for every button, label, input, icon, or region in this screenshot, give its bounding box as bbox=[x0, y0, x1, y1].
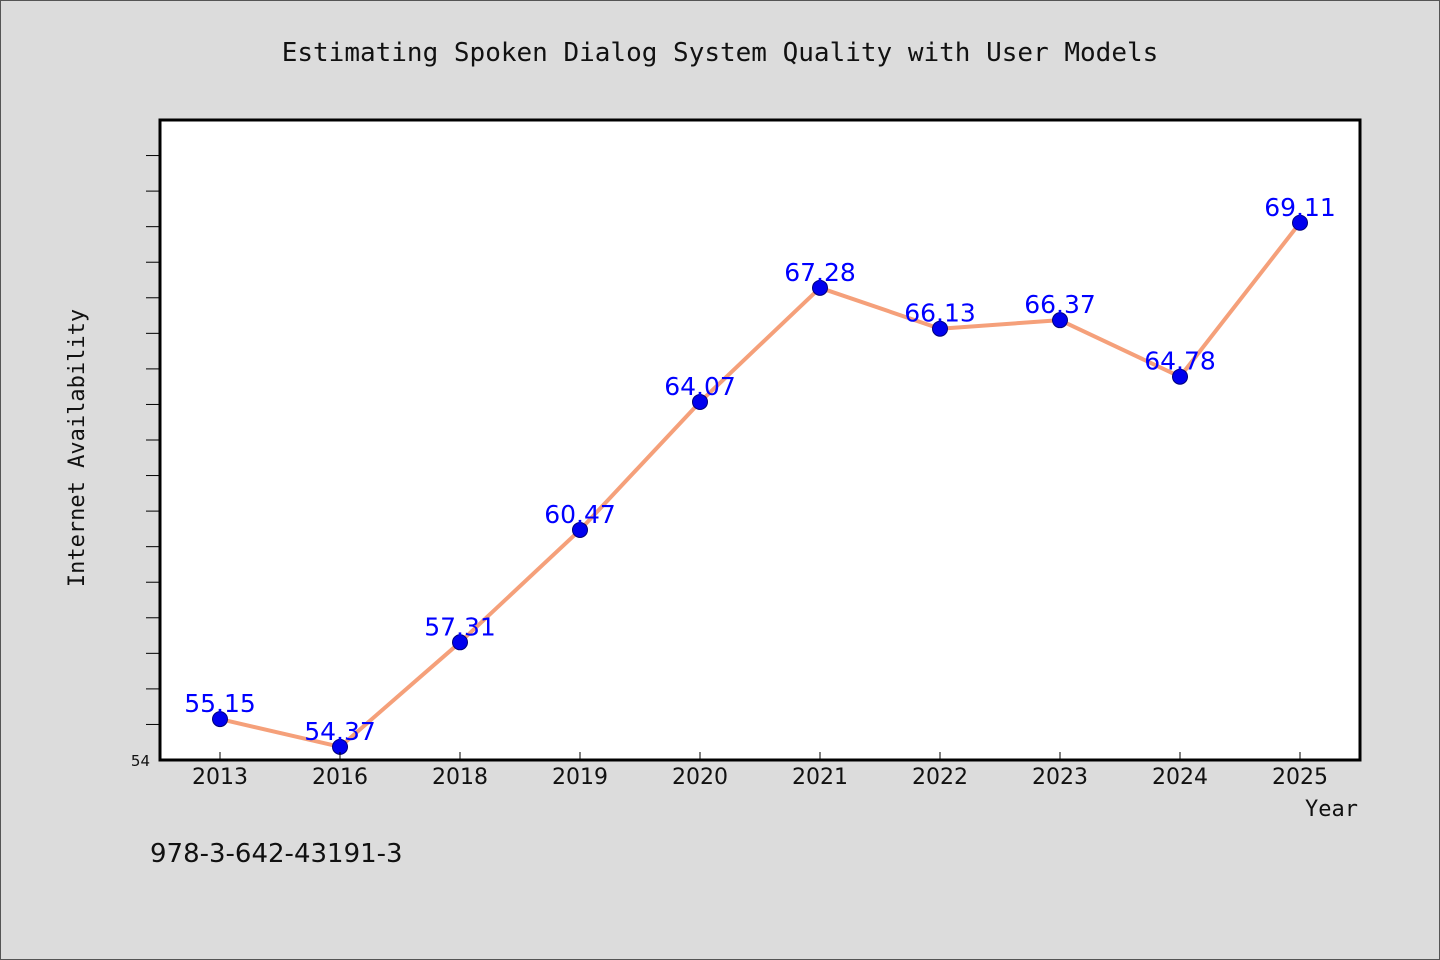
data-point bbox=[452, 634, 468, 651]
data-label: 54.37 bbox=[304, 717, 376, 746]
x-tick-label: 2023 bbox=[1032, 765, 1088, 790]
isbn-footer: 978-3-642-43191-3 bbox=[150, 839, 403, 869]
x-tick-label: 2022 bbox=[912, 765, 968, 790]
x-tick-label: 2018 bbox=[432, 765, 488, 790]
x-tick-label: 2021 bbox=[792, 765, 848, 790]
data-label: 64.07 bbox=[664, 372, 736, 401]
data-label: 55.15 bbox=[184, 689, 256, 718]
data-label: 67.28 bbox=[784, 258, 856, 287]
data-point bbox=[1292, 214, 1308, 231]
plot-frame bbox=[158, 118, 1362, 762]
data-point bbox=[1172, 368, 1188, 385]
data-point bbox=[212, 711, 228, 728]
y-axis-ticks bbox=[146, 155, 160, 725]
data-label: 69.11 bbox=[1264, 193, 1336, 222]
series-line bbox=[218, 220, 1302, 749]
x-tick-label: 2013 bbox=[192, 765, 248, 790]
data-label: 66.37 bbox=[1024, 290, 1096, 319]
x-tick-label: 2019 bbox=[552, 765, 608, 790]
data-label: 64.78 bbox=[1144, 347, 1216, 376]
y-axis-label: Internet Availability bbox=[65, 309, 90, 587]
data-label: 57.31 bbox=[424, 612, 496, 641]
x-tick-label: 2020 bbox=[672, 765, 728, 790]
x-tick-label: 2016 bbox=[312, 765, 368, 790]
chart-title: Estimating Spoken Dialog System Quality … bbox=[282, 38, 1159, 68]
data-point bbox=[692, 393, 708, 410]
y-tick-label-min: 54 bbox=[131, 752, 150, 770]
x-axis-ticks: 2013 2016 2018 2019 2020 2021 2022 2023 2024 2025 bbox=[192, 752, 1328, 790]
x-tick-label: 2025 bbox=[1272, 765, 1328, 790]
data-label: 60.47 bbox=[544, 500, 616, 529]
x-axis-label: Year bbox=[1305, 797, 1358, 822]
x-tick-label: 2024 bbox=[1152, 765, 1208, 790]
plot-area bbox=[160, 120, 1360, 760]
data-point bbox=[572, 521, 588, 538]
data-label: 66.13 bbox=[904, 299, 976, 328]
series-group: 55.15 54.37 57.31 60.47 64.07 67.28 66.13 66.37… bbox=[184, 193, 1336, 755]
data-point bbox=[1052, 312, 1068, 329]
data-point bbox=[932, 320, 948, 337]
data-point bbox=[812, 279, 828, 296]
